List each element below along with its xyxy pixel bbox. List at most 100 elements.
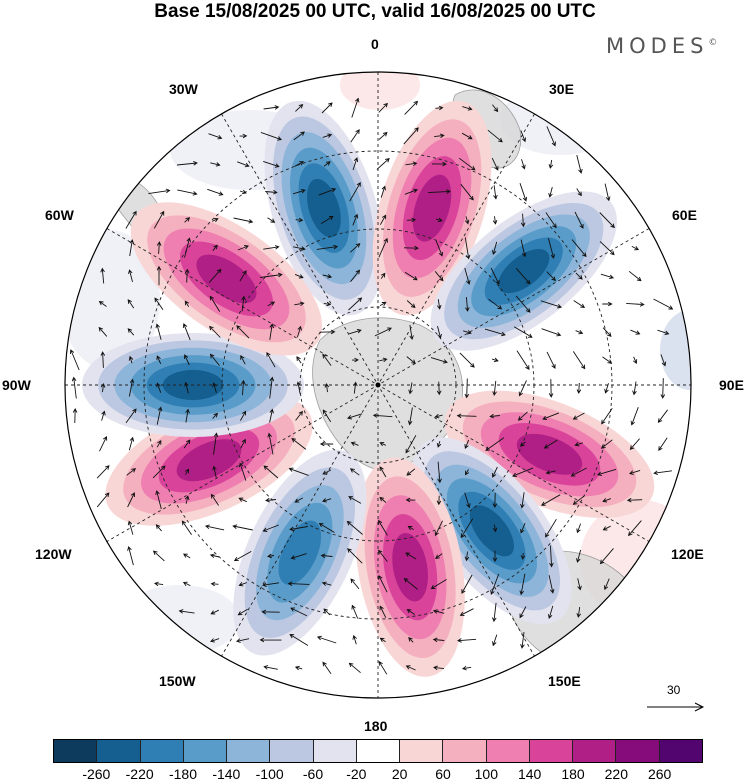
wind-arrow bbox=[602, 301, 613, 307]
wind-arrow bbox=[322, 273, 333, 279]
wind-arrow bbox=[464, 378, 470, 399]
wind-arrow bbox=[464, 267, 471, 285]
wind-arrow bbox=[323, 301, 332, 307]
wind-arrow bbox=[596, 468, 617, 476]
anomaly-contour bbox=[469, 505, 514, 557]
wind-arrow bbox=[261, 609, 280, 615]
wind-arrow bbox=[238, 582, 247, 587]
label-30w: 30W bbox=[169, 81, 198, 97]
wind-arrow bbox=[293, 246, 306, 251]
colorbar-tick: 180 bbox=[561, 766, 585, 782]
wind-arrow bbox=[379, 357, 388, 363]
wind-arrow bbox=[435, 105, 444, 111]
wind-arrow bbox=[430, 357, 448, 364]
wind-arrow bbox=[574, 211, 584, 229]
wind-arrow bbox=[128, 269, 133, 283]
wind-arrow bbox=[521, 159, 526, 170]
wind-arrow bbox=[156, 355, 162, 365]
wind-arrow bbox=[155, 490, 162, 510]
wind-arrow bbox=[239, 133, 248, 139]
wind-arrow bbox=[322, 353, 332, 366]
wind-arrow bbox=[404, 100, 419, 115]
label-120w: 120W bbox=[35, 546, 72, 562]
colorbar-cell bbox=[573, 740, 617, 762]
wind-arrow bbox=[209, 295, 221, 312]
wind-arrow bbox=[96, 465, 110, 479]
wind-arrow bbox=[512, 467, 534, 477]
wind-arrow bbox=[603, 578, 610, 591]
wind-arrow bbox=[629, 438, 640, 451]
wind-arrow bbox=[542, 412, 560, 421]
colorbar-tick: -220 bbox=[125, 766, 154, 782]
wind-arrow bbox=[517, 411, 528, 421]
wind-arrow bbox=[602, 356, 613, 364]
wind-arrow bbox=[573, 300, 586, 309]
wind-arrow bbox=[178, 609, 195, 614]
wind-arrow bbox=[435, 217, 443, 223]
wind-arrow bbox=[182, 581, 191, 587]
wind-arrow bbox=[210, 493, 219, 506]
wind-arrow bbox=[266, 351, 276, 368]
wind-arrow bbox=[378, 660, 388, 675]
wind-arrow bbox=[295, 410, 303, 421]
wind-arrow bbox=[378, 519, 388, 536]
wind-arrow bbox=[462, 330, 472, 335]
wind-arrow bbox=[546, 126, 556, 147]
colorbar-cell bbox=[400, 740, 444, 762]
wind-arrow bbox=[600, 273, 615, 280]
wind-arrow bbox=[572, 412, 585, 420]
colorbar-cell bbox=[183, 740, 228, 762]
wind-arrow bbox=[126, 468, 137, 476]
wind-arrow bbox=[604, 183, 611, 202]
wind-arrow bbox=[320, 215, 334, 224]
wind-arrow bbox=[626, 497, 643, 503]
wind-arrow bbox=[378, 102, 388, 113]
wind-arrow bbox=[319, 441, 334, 447]
wind-arrow bbox=[153, 581, 164, 587]
wind-arrow bbox=[100, 382, 106, 393]
wind-arrow bbox=[212, 412, 219, 419]
wind-arrow bbox=[492, 380, 497, 397]
wind-arrow bbox=[493, 185, 498, 200]
wind-arrow bbox=[98, 326, 108, 337]
colorbar-cell bbox=[54, 740, 98, 762]
colorbar-cell bbox=[443, 740, 487, 762]
wind-arrow bbox=[378, 131, 388, 140]
wind-arrow bbox=[323, 608, 331, 616]
wind-arrow bbox=[240, 438, 246, 449]
wind-arrow bbox=[212, 465, 217, 478]
colorbar-cell bbox=[227, 740, 271, 762]
wind-arrow bbox=[269, 323, 275, 340]
colorbar bbox=[53, 739, 703, 763]
wind-arrow bbox=[462, 106, 473, 111]
wind-arrow bbox=[127, 546, 134, 566]
wind-arrow bbox=[576, 382, 582, 394]
anomaly-contour bbox=[196, 254, 257, 304]
wind-arrow bbox=[409, 324, 414, 341]
wind-arrow bbox=[176, 160, 198, 166]
anomaly-lobe-pos-5 bbox=[130, 202, 323, 356]
wind-arrow bbox=[461, 132, 473, 140]
wind-arrow bbox=[296, 381, 301, 394]
wind-arrow bbox=[208, 133, 223, 140]
wind-arrow bbox=[209, 553, 220, 559]
wind-arrow bbox=[128, 436, 135, 451]
wind-arrow bbox=[658, 437, 668, 451]
wind-arrow bbox=[408, 382, 413, 395]
colorbar-tick: -140 bbox=[212, 766, 241, 782]
wind-arrow bbox=[100, 351, 106, 368]
wind-arrow bbox=[101, 410, 106, 421]
wind-vectors bbox=[69, 97, 674, 675]
wind-arrow bbox=[632, 356, 638, 365]
wind-arrow bbox=[350, 269, 361, 282]
colorbar-tick: -20 bbox=[346, 766, 367, 782]
wind-arrow bbox=[436, 495, 442, 506]
wind-arrow bbox=[99, 435, 108, 452]
anomaly-contour bbox=[392, 532, 428, 602]
wind-arrow bbox=[491, 157, 499, 171]
wind-arrow bbox=[352, 213, 359, 226]
wind-arrow bbox=[320, 553, 333, 559]
wind-arrow bbox=[379, 466, 387, 478]
wind-arrow bbox=[380, 214, 387, 225]
wind-arrow bbox=[432, 637, 445, 643]
